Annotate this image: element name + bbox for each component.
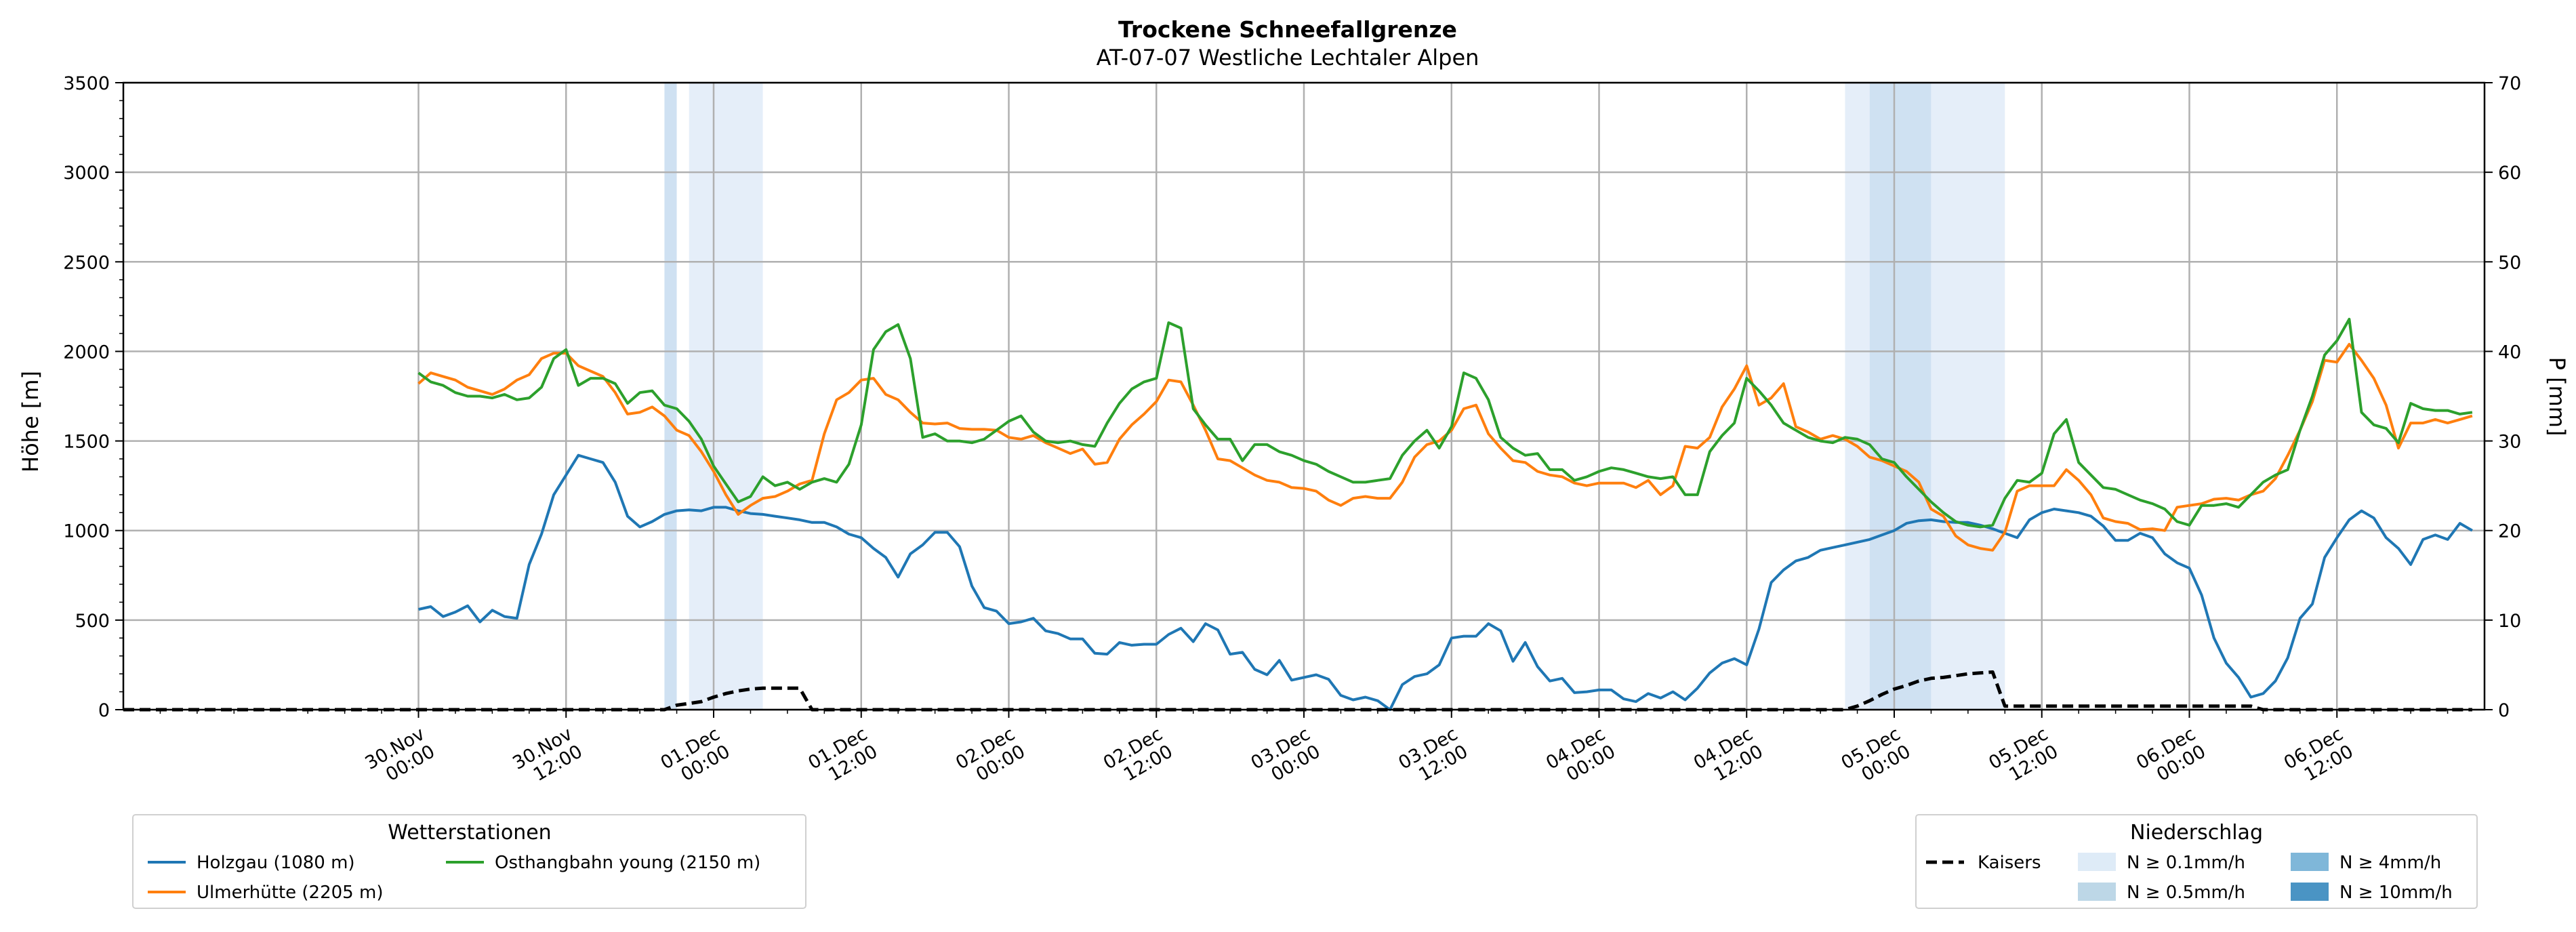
- chart-subtitle: AT-07-07 Westliche Lechtaler Alpen: [1097, 45, 1479, 70]
- legend-precip-frame: [1915, 814, 2478, 909]
- precip-band-2: [1845, 83, 1870, 710]
- precip-band-0: [664, 83, 677, 710]
- precip-band-3: [1869, 83, 1931, 710]
- series-line-0: [418, 453, 2473, 711]
- legend-precip-swatch-1: [2078, 883, 2116, 901]
- y-tick-label-3: 1500: [63, 432, 110, 453]
- y2-tick-label-3: 30: [2498, 432, 2521, 453]
- precip-band-4: [1931, 83, 2005, 710]
- legend-precip-title: Niederschlag: [2130, 821, 2263, 845]
- precip-band-1: [689, 83, 763, 710]
- y-tick-label-2: 1000: [63, 521, 110, 542]
- legend-precip-label-1: N ≥ 0.5mm/h: [2127, 883, 2245, 903]
- y2-axis-label: P [mm]: [2544, 357, 2570, 437]
- axes: 0 500 1000 1500 2000 2500 3000 3500 0 10 20 30 40 50 6…: [63, 73, 2521, 786]
- plot-frame: [122, 81, 2486, 711]
- legend-stations-title: Wetterstationen: [388, 821, 551, 845]
- legend-stations: Wetterstationen Holzgau (1080 m) Ulmerhüt…: [132, 814, 806, 909]
- legend-precip-line-label: Kaisers: [1978, 853, 2041, 873]
- y2-tick-label-4: 40: [2498, 342, 2521, 363]
- y2-tick-label-5: 50: [2498, 252, 2521, 273]
- series-lines: [123, 317, 2473, 712]
- legend-precip: Niederschlag Kaisers N ≥ 0.1mm/h N ≥ 0.5mm…: [1915, 814, 2478, 909]
- y-tick-label-4: 2000: [63, 342, 110, 363]
- y-tick-label-5: 2500: [63, 252, 110, 273]
- legend-station-label-2: Osthangbahn young (2150 m): [495, 853, 760, 873]
- y2-tick-label-7: 70: [2498, 73, 2521, 94]
- y-axis-label: Höhe [m]: [18, 371, 43, 472]
- chart-title: Trockene Schneefallgrenze: [1118, 16, 1457, 43]
- y-tick-label-7: 3500: [63, 73, 110, 94]
- legend-station-label-1: Ulmerhütte (2205 m): [197, 883, 383, 903]
- y-tick-label-0: 0: [98, 700, 110, 721]
- legend-precip-swatch-3: [2291, 883, 2329, 901]
- legend-precip-label-2: N ≥ 4mm/h: [2339, 853, 2441, 873]
- series-line-2: [417, 317, 2473, 529]
- y-tick-label-6: 3000: [63, 163, 110, 184]
- legend-station-label-0: Holzgau (1080 m): [197, 853, 355, 873]
- legend-precip-swatch-0: [2078, 853, 2116, 871]
- series-line-3: [123, 670, 2472, 712]
- y2-tick-label-1: 10: [2498, 611, 2521, 632]
- y2-tick-label-0: 0: [2498, 700, 2510, 721]
- y2-tick-label-2: 20: [2498, 521, 2521, 542]
- legend-precip-label-3: N ≥ 10mm/h: [2339, 883, 2453, 903]
- legend-precip-label-0: N ≥ 0.1mm/h: [2127, 853, 2245, 873]
- precip-bands: [664, 83, 2005, 710]
- legend-precip-swatch-2: [2291, 853, 2329, 871]
- y-tick-label-1: 500: [75, 611, 110, 632]
- y2-tick-label-6: 60: [2498, 163, 2521, 184]
